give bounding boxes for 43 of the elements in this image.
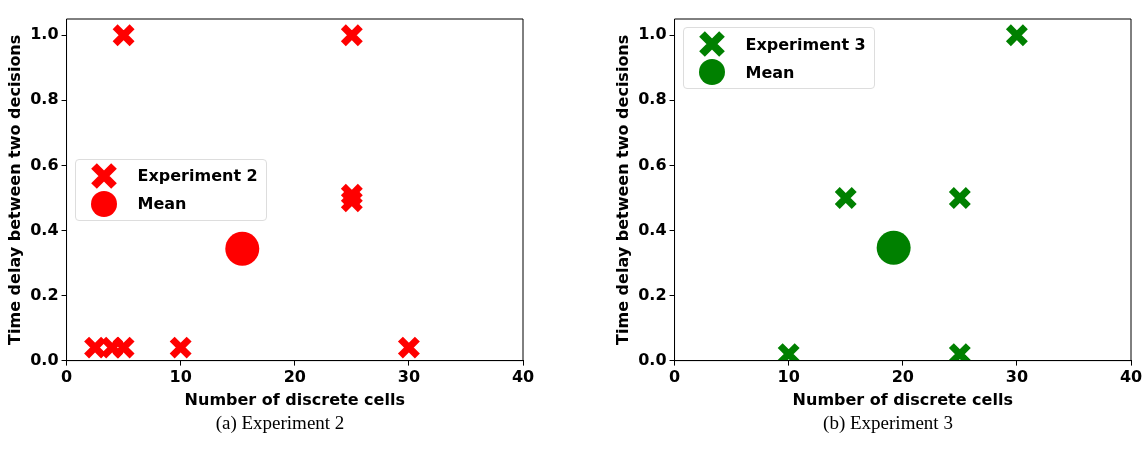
x-tick-label: 30 xyxy=(1005,367,1029,387)
y-tick-label: 1.0 xyxy=(638,24,667,44)
y-tick-label: 1.0 xyxy=(30,24,59,44)
x-tick-label: 10 xyxy=(777,367,800,387)
y-tick-label: 0.0 xyxy=(638,349,667,369)
y-tick-label: 0.4 xyxy=(30,219,59,239)
point xyxy=(396,335,421,360)
x-tick-label: 20 xyxy=(283,367,306,387)
legend-label: Experiment 3 xyxy=(745,34,866,54)
x-tick-label: 30 xyxy=(397,367,421,387)
x-tick-label: 40 xyxy=(1119,367,1143,387)
point xyxy=(225,231,260,266)
legend-label: Experiment 2 xyxy=(137,166,258,186)
x-axis-title: Number of discrete cells xyxy=(184,389,405,409)
point xyxy=(168,335,193,360)
point xyxy=(339,23,364,48)
y-tick-label: 0.8 xyxy=(30,89,59,109)
point xyxy=(876,230,911,265)
y-axis-title: Time delay between two decisions xyxy=(612,34,632,345)
legend-label: Mean xyxy=(745,62,795,82)
point xyxy=(947,185,972,210)
y-tick-label: 0.4 xyxy=(638,219,667,239)
y-tick-label: 0.0 xyxy=(30,349,59,369)
x-tick-label: 0 xyxy=(668,367,681,387)
text: (a) Experiment 2 xyxy=(214,412,346,434)
y-tick-label: 0.8 xyxy=(638,89,667,109)
point xyxy=(1004,23,1029,48)
x-axis-title: Number of discrete cells xyxy=(792,389,1013,409)
x-tick-label: 20 xyxy=(891,367,914,387)
y-tick-label: 0.2 xyxy=(30,284,59,304)
x-tick-label: 40 xyxy=(511,367,535,387)
x-tick-label: 0 xyxy=(60,367,73,387)
y-tick-label: 0.2 xyxy=(638,284,667,304)
y-tick-label: 0.6 xyxy=(638,154,667,174)
point xyxy=(111,335,136,360)
text: (b) Experiment 3 xyxy=(822,412,954,434)
point xyxy=(100,335,125,360)
point xyxy=(111,23,136,48)
point xyxy=(833,185,858,210)
y-tick-label: 0.6 xyxy=(30,154,59,174)
y-axis-title: Time delay between two decisions xyxy=(4,34,24,345)
x-tick-label: 10 xyxy=(169,367,192,387)
legend-label: Mean xyxy=(137,194,187,214)
